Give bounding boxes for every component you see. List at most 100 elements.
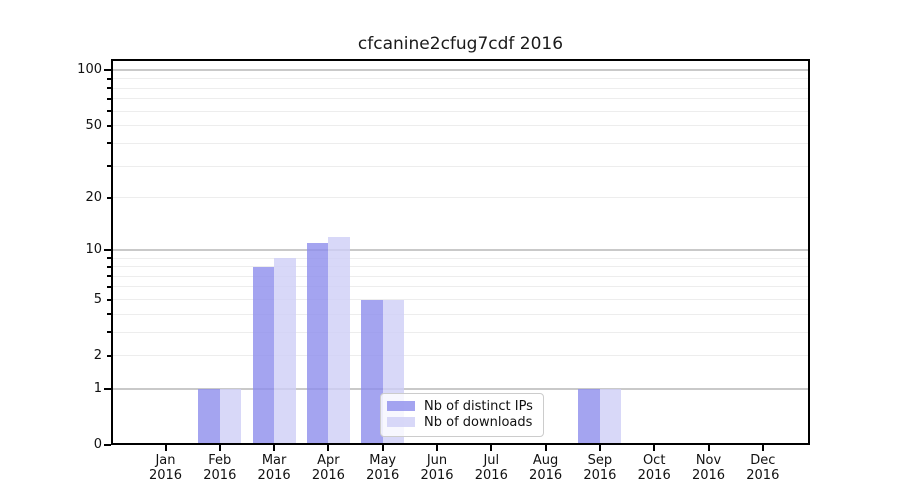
y-tick-label-1: 1 — [93, 380, 102, 396]
x-tick-label-Jan: Jan 2016 — [139, 453, 193, 483]
x-tick-label-month: Jul — [483, 453, 500, 468]
x-tick-label-month: Mar — [261, 453, 287, 468]
bar-distinct-ips-Mar — [252, 266, 275, 445]
x-tick-label-year: 2016 — [583, 468, 617, 483]
y-tick-90 — [107, 77, 111, 80]
x-tick-label-Jun: Jun 2016 — [410, 453, 464, 483]
x-tick-label-Aug: Aug 2016 — [519, 453, 573, 483]
legend: Nb of distinct IPs Nb of downloads — [380, 393, 544, 437]
y-tick-label-20: 20 — [85, 189, 102, 205]
gridline-minor-90 — [111, 78, 810, 80]
x-tick-label-month: Feb — [208, 453, 232, 468]
y-tick-10 — [104, 249, 111, 252]
x-tick-label-year: 2016 — [366, 468, 400, 483]
x-tick-label-month: Oct — [642, 453, 666, 468]
y-tick-0 — [104, 444, 111, 446]
bar-downloads-Mar — [274, 258, 296, 445]
y-tick-20 — [107, 196, 111, 199]
gridline-minor-3 — [111, 331, 810, 333]
x-tick-label-year: 2016 — [148, 468, 183, 483]
x-tick-label-month: Jun — [426, 453, 448, 468]
y-tick-40 — [107, 142, 111, 145]
legend-item-distinct-ips: Nb of distinct IPs — [387, 398, 535, 414]
bar-downloads-Apr — [328, 236, 350, 445]
y-tick-label-50: 50 — [85, 117, 102, 133]
gridline-minor-70 — [111, 98, 810, 100]
legend-label: Nb of distinct IPs — [424, 398, 533, 414]
gridline-minor-80 — [111, 87, 810, 89]
x-tick-label-year: 2016 — [311, 468, 345, 483]
x-tick-Sep — [598, 445, 601, 451]
plot-area — [111, 59, 810, 445]
y-tick-30 — [107, 165, 111, 168]
gridline-minor-7 — [111, 275, 810, 277]
bar-downloads-Feb — [219, 388, 242, 445]
y-tick-60 — [107, 110, 111, 113]
y-tick-label-10: 10 — [85, 242, 102, 258]
x-tick-label-Nov: Nov 2016 — [682, 453, 736, 483]
gridline-minor-50 — [111, 125, 810, 127]
x-tick-label-Jul: Jul 2016 — [464, 453, 518, 483]
x-tick-label-year: 2016 — [637, 468, 671, 483]
x-tick-Nov — [707, 445, 710, 451]
bar-distinct-ips-Feb — [198, 388, 220, 445]
y-tick-70 — [107, 97, 111, 100]
x-tick-Jun — [436, 445, 438, 451]
y-tick-5 — [107, 298, 111, 301]
x-tick-label-Feb: Feb 2016 — [193, 453, 247, 483]
gridline-minor-30 — [111, 165, 810, 167]
x-tick-label-year: 2016 — [203, 468, 237, 483]
bar-downloads-Sep — [599, 388, 622, 445]
x-tick-label-month: Apr — [317, 453, 340, 468]
y-tick-2 — [107, 354, 111, 357]
y-tick-8 — [107, 265, 111, 268]
legend-item-downloads: Nb of downloads — [387, 414, 535, 430]
gridline-minor-6 — [111, 286, 810, 288]
y-tick-label-2: 2 — [93, 347, 102, 363]
gridline-minor-20 — [111, 197, 810, 199]
x-tick-label-Dec: Dec 2016 — [736, 453, 790, 483]
x-tick-label-month: May — [369, 453, 397, 468]
x-tick-label-month: Jan — [155, 453, 176, 468]
gridline-minor-9 — [111, 257, 810, 259]
y-tick-80 — [107, 87, 111, 90]
gridline-minor-4 — [111, 313, 810, 315]
x-tick-Feb — [218, 445, 221, 451]
x-tick-label-month: Sep — [587, 453, 613, 468]
legend-label: Nb of downloads — [424, 414, 533, 430]
y-tick-6 — [107, 285, 111, 288]
x-tick-label-year: 2016 — [257, 468, 291, 483]
x-tick-Oct — [653, 445, 656, 451]
x-tick-label-year: 2016 — [691, 468, 726, 483]
x-tick-Mar — [273, 445, 276, 451]
gridline-minor-40 — [111, 142, 810, 144]
x-tick-Dec — [761, 445, 764, 451]
x-tick-label-May: May 2016 — [356, 453, 410, 483]
y-tick-9 — [107, 257, 111, 260]
gridline-major-1 — [111, 387, 810, 390]
x-tick-label-year: 2016 — [529, 468, 563, 483]
y-tick-3 — [107, 331, 111, 334]
y-tick-label-0: 0 — [93, 437, 102, 452]
x-tick-May — [381, 445, 384, 451]
gridline-major-10 — [111, 249, 810, 252]
bar-distinct-ips-Sep — [578, 388, 600, 445]
legend-swatch-distinct-ips — [387, 401, 415, 411]
x-tick-label-Mar: Mar 2016 — [247, 453, 301, 483]
y-tick-1 — [104, 387, 111, 390]
y-tick-4 — [107, 313, 111, 316]
y-tick-label-5: 5 — [93, 291, 102, 307]
x-tick-label-Oct: Oct 2016 — [627, 453, 681, 483]
gridline-minor-5 — [111, 299, 810, 300]
bar-distinct-ips-May — [361, 299, 383, 445]
x-tick-label-month: Aug — [532, 453, 559, 468]
x-tick-Aug — [544, 445, 547, 451]
legend-swatch-downloads — [387, 417, 415, 427]
x-tick-label-year: 2016 — [746, 468, 780, 483]
gridline-major-100 — [111, 69, 810, 72]
x-tick-label-month: Dec — [750, 453, 776, 468]
x-tick-Apr — [327, 445, 330, 451]
x-tick-label-Sep: Sep 2016 — [573, 453, 627, 483]
gridline-minor-8 — [111, 266, 810, 268]
